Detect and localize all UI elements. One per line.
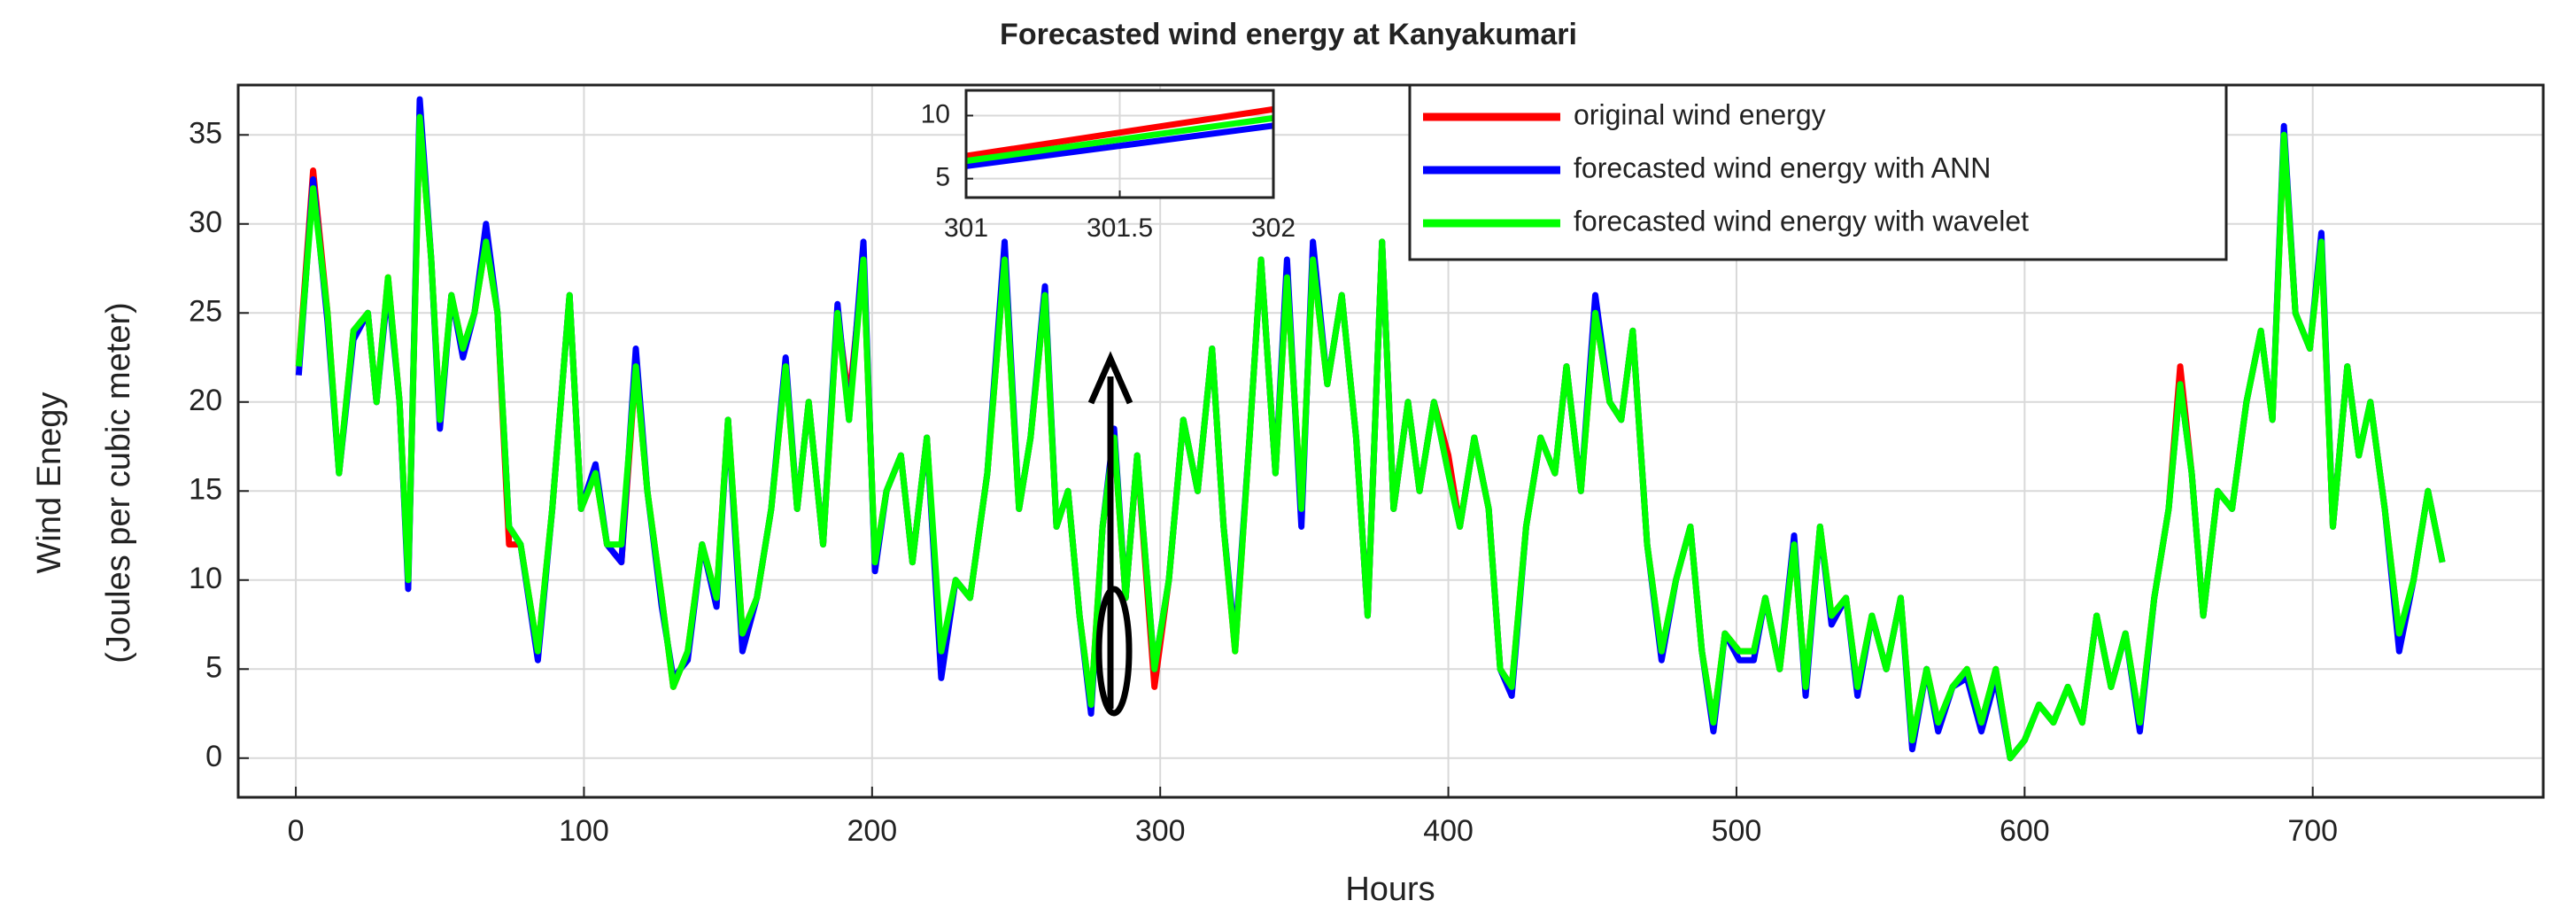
y-tick-label: 10	[189, 562, 222, 595]
legend-label: forecasted wind energy with ANN	[1574, 151, 1991, 183]
y-tick-label: 5	[205, 650, 222, 684]
y-tick-label: 0	[205, 740, 222, 773]
legend-label: forecasted wind energy with wavelet	[1574, 205, 2029, 237]
annotation-ellipse	[1095, 586, 1133, 717]
series-line	[966, 122, 1273, 169]
x-tick-label: 100	[559, 814, 609, 848]
y-tick-label: 25	[189, 294, 222, 328]
chart-title: Forecasted wind energy at Kanyakumari	[1000, 18, 1577, 51]
y-tick-label: 5	[935, 163, 950, 192]
y-tick-label: 10	[921, 99, 950, 128]
y-tick-label: 30	[189, 206, 222, 239]
x-tick-label: 600	[2000, 814, 2050, 848]
x-tick-label: 301	[944, 213, 988, 243]
x-tick-label: 200	[847, 814, 897, 848]
x-tick-label: 302	[1251, 213, 1296, 243]
y-tick-label: 35	[189, 116, 222, 150]
x-tick-label: 300	[1135, 814, 1186, 848]
annotation-arrowhead	[1087, 351, 1133, 405]
axes-frame	[964, 89, 1275, 199]
y-tick-label: 20	[189, 384, 222, 417]
y-tick-label: 15	[189, 472, 222, 506]
x-tick-label: 400	[1423, 814, 1474, 848]
legend-label: original wind energy	[1574, 98, 1826, 130]
legend: original wind energy forecasted wind ener…	[1408, 83, 2228, 261]
x-tick-label: 0	[288, 814, 305, 848]
series-line	[295, 113, 2446, 762]
x-tick-label: 500	[1712, 814, 1762, 848]
series-line	[966, 114, 1273, 165]
x-tick-label: 301.5	[1087, 213, 1153, 243]
axes-frame	[236, 83, 2545, 799]
series-line	[966, 105, 1273, 159]
x-axis-label: Hours	[1345, 871, 1435, 908]
y-axis-label: Wind Enegy	[31, 392, 68, 574]
x-tick-label: 700	[2287, 814, 2338, 848]
y-axis-label: (Joules per cubic meter)	[100, 302, 137, 664]
